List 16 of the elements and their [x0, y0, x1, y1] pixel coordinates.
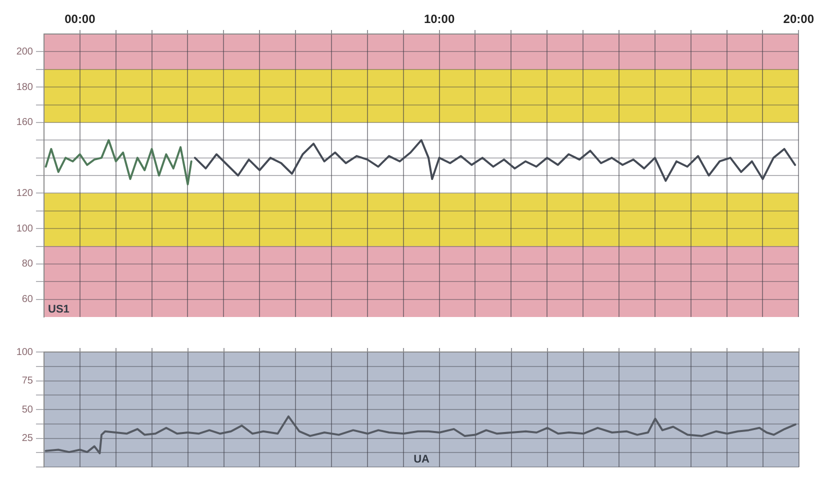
x-tick-label: 10:00	[424, 12, 455, 26]
annotation: US1	[48, 304, 70, 316]
y-tick-label: 120	[16, 188, 34, 199]
y-tick-label: 50	[22, 404, 34, 416]
y-tick-label: 100	[16, 346, 34, 358]
y-tick-label: 200	[16, 46, 34, 58]
y-tick-label: 100	[16, 223, 34, 234]
x-tick-label: 00:00	[64, 12, 96, 26]
y-tick-label: 60	[22, 294, 34, 306]
y-tick-label: 75	[22, 376, 34, 386]
annotation: UA	[414, 454, 430, 466]
y-tick-label: 80	[22, 258, 34, 270]
y-tick-label: 180	[16, 82, 34, 93]
y-tick-label: 160	[16, 117, 34, 128]
x-tick-label: 20:00	[783, 12, 814, 26]
y-tick-label: 25	[22, 433, 34, 444]
